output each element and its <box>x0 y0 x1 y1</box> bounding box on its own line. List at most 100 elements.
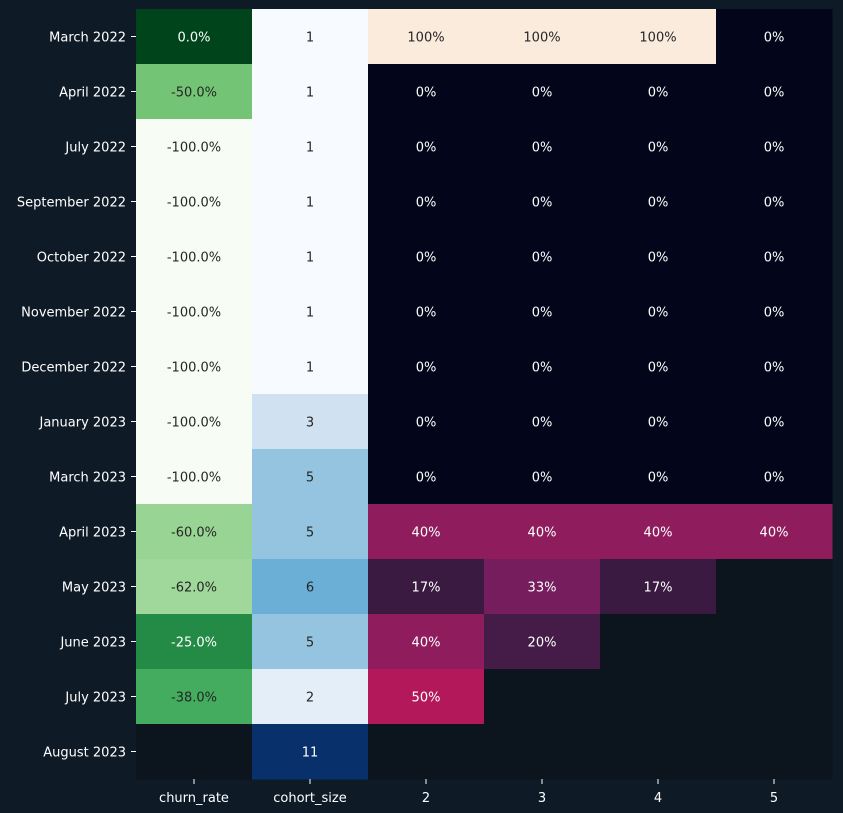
heatmap-cell-labels: 0.0% -50.0% -100.0% -100.0% -100.0% -100.0% -1… <box>167 31 789 761</box>
heatmap-cell-retention <box>716 64 833 120</box>
heatmap-cell-label: -100.0% <box>167 196 221 211</box>
heatmap-cell-churn-rate <box>136 64 253 120</box>
heatmap-cell-churn-rate <box>136 339 253 395</box>
heatmap-cell-label: 0% <box>532 306 553 321</box>
heatmap-cell-retention <box>716 119 833 175</box>
heatmap-cell-retention <box>368 394 485 450</box>
heatmap-cell-retention <box>716 504 833 560</box>
heatmap-cell-missing <box>716 669 833 725</box>
heatmap-cell-label: 0% <box>764 416 785 431</box>
heatmap-cell-retention <box>600 174 717 230</box>
heatmap-cell-cohort-size <box>252 394 369 450</box>
heatmap-cell-label: 0% <box>416 471 437 486</box>
heatmap-cell-cohort-size <box>252 339 369 395</box>
heatmap-cell-churn-rate <box>136 229 253 285</box>
y-axis: March 2022 April 2022 July 2022 September 2… <box>17 31 136 761</box>
y-tick-label: June 2023 <box>59 636 126 651</box>
y-tick-label: March 2022 <box>49 31 126 46</box>
heatmap-cell-label: 0% <box>416 141 437 156</box>
heatmap-cell-retention <box>716 284 833 340</box>
heatmap-cell-retention <box>716 339 833 395</box>
heatmap-cell-label: 50% <box>412 691 441 706</box>
heatmap-cell-cohort-size <box>252 669 369 725</box>
heatmap-cell-label: 17% <box>644 581 673 596</box>
heatmap-cell-label: -60.0% <box>171 526 217 541</box>
heatmap-cell-label: 0% <box>764 361 785 376</box>
heatmap-cell-label: 1 <box>306 196 314 211</box>
heatmap-cell-label: 6 <box>306 581 314 596</box>
y-tick-label: May 2023 <box>62 581 126 596</box>
heatmap-cell-label: 40% <box>412 636 441 651</box>
heatmap-cell-label: 0% <box>648 86 669 101</box>
heatmap-cell-label: -25.0% <box>171 636 217 651</box>
y-tick-label: August 2023 <box>43 746 126 761</box>
y-tick-label: April 2022 <box>59 86 126 101</box>
heatmap-cell-label: 0.0% <box>177 31 210 46</box>
heatmap-cell-retention <box>368 614 485 670</box>
heatmap-cell-label: 1 <box>306 141 314 156</box>
heatmap-cell-retention <box>368 9 485 65</box>
heatmap-cell-label: 5 <box>306 471 314 486</box>
heatmap-cell-cohort-size <box>252 119 369 175</box>
heatmap-cell-label: -100.0% <box>167 141 221 156</box>
heatmap-cells <box>136 9 833 780</box>
heatmap-cell-churn-rate <box>136 9 253 65</box>
heatmap-cell-churn-rate <box>136 394 253 450</box>
heatmap-cell-label: 5 <box>306 526 314 541</box>
heatmap-cell-retention <box>368 64 485 120</box>
heatmap-cell-retention <box>368 284 485 340</box>
x-axis: churn_rate cohort_size 2 3 4 5 <box>159 779 778 806</box>
heatmap-cell-cohort-size <box>252 229 369 285</box>
heatmap-cell-churn-rate <box>136 614 253 670</box>
heatmap-cell-churn-rate <box>136 504 253 560</box>
heatmap-cell-retention <box>368 669 485 725</box>
heatmap-cell-label: 0% <box>416 196 437 211</box>
heatmap-cell-missing <box>600 724 717 780</box>
heatmap-cell-label: 100% <box>523 31 560 46</box>
heatmap-cell-label: -100.0% <box>167 306 221 321</box>
heatmap-cell-retention <box>484 504 601 560</box>
heatmap-cell-cohort-size <box>252 9 369 65</box>
heatmap-cell-label: 0% <box>648 416 669 431</box>
x-tick-label: 4 <box>654 791 662 806</box>
heatmap-cell-label: 0% <box>764 141 785 156</box>
heatmap-cell-label: 100% <box>407 31 444 46</box>
heatmap-cell-retention <box>484 339 601 395</box>
heatmap-cell-missing <box>716 614 833 670</box>
heatmap-cell-retention <box>600 394 717 450</box>
y-tick-label: November 2022 <box>21 306 126 321</box>
heatmap-cell-retention <box>484 119 601 175</box>
heatmap-cell-label: 0% <box>532 251 553 266</box>
x-tick-label: churn_rate <box>159 791 229 806</box>
heatmap-cell-retention <box>600 229 717 285</box>
x-tick-label: 3 <box>538 791 546 806</box>
heatmap-cell-label: -50.0% <box>171 86 217 101</box>
heatmap-cell-retention <box>600 504 717 560</box>
heatmap-cell-label: 0% <box>416 306 437 321</box>
heatmap-cell-churn-rate <box>136 174 253 230</box>
heatmap-cell-label: 40% <box>644 526 673 541</box>
heatmap-cell-churn-rate <box>136 119 253 175</box>
heatmap-cell-missing <box>716 724 833 780</box>
heatmap-cell-retention <box>484 174 601 230</box>
heatmap-cell-retention <box>600 559 717 615</box>
heatmap-cell-label: 0% <box>648 196 669 211</box>
heatmap-cell-retention <box>600 9 717 65</box>
y-tick-label: October 2022 <box>37 251 126 266</box>
heatmap-cell-label: 0% <box>532 416 553 431</box>
heatmap-cell-label: 17% <box>412 581 441 596</box>
y-tick-label: July 2023 <box>64 691 126 706</box>
heatmap-cell-retention <box>716 229 833 285</box>
heatmap-cell-missing <box>716 559 833 615</box>
heatmap-cell-label: 20% <box>528 636 557 651</box>
heatmap-cell-churn-rate <box>136 559 253 615</box>
heatmap-cell-label: 0% <box>764 31 785 46</box>
heatmap-cell-retention <box>600 339 717 395</box>
heatmap-cell-churn-rate <box>136 669 253 725</box>
heatmap-cell-retention <box>484 614 601 670</box>
heatmap-cell-label: 1 <box>306 361 314 376</box>
heatmap-cell-label: 40% <box>412 526 441 541</box>
heatmap-cell-label: 0% <box>532 86 553 101</box>
heatmap-cell-cohort-size <box>252 449 369 505</box>
